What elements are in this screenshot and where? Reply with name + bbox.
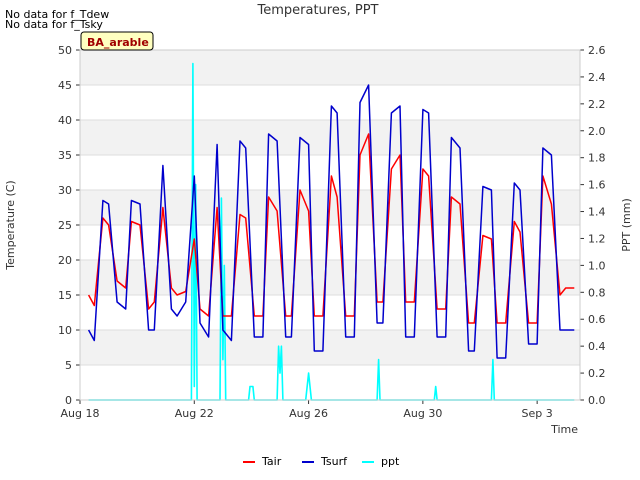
grid-band xyxy=(80,330,580,365)
legend-label-tair: Tair xyxy=(261,455,282,468)
y-tick-label: 5 xyxy=(65,359,72,372)
y-tick-label: 20 xyxy=(58,254,72,267)
grid-band xyxy=(80,50,580,85)
x-tick-label: Aug 26 xyxy=(289,407,328,420)
site-badge-box xyxy=(80,31,154,51)
y2-tick-label: 1.4 xyxy=(588,206,606,219)
no-data-note-tdew: No data for f_Tdew xyxy=(5,8,110,21)
y-tick-label: 40 xyxy=(58,114,72,127)
y-tick-label: 0 xyxy=(65,394,72,407)
y-tick-label: 45 xyxy=(58,79,72,92)
y2-tick-label: 0.0 xyxy=(588,394,606,407)
y2-tick-label: 0.6 xyxy=(588,313,606,326)
y2-tick-label: 1.2 xyxy=(588,232,606,245)
y2-tick-label: 1.6 xyxy=(588,179,606,192)
site-badge: BA_arable xyxy=(80,31,154,51)
y-tick-label: 15 xyxy=(58,289,72,302)
y2-tick-label: 2.4 xyxy=(588,71,606,84)
legend-label-tsurf: Tsurf xyxy=(320,455,348,468)
y2-tick-label: 2.0 xyxy=(588,125,606,138)
y2-axis-label: PPT (mm) xyxy=(620,198,633,252)
x-tick-label: Aug 22 xyxy=(175,407,214,420)
y2-tick-label: 1.8 xyxy=(588,152,606,165)
y2-tick-label: 0.4 xyxy=(588,340,606,353)
y-tick-label: 30 xyxy=(58,184,72,197)
legend: Tair Tsurf ppt xyxy=(243,455,400,468)
grid-band xyxy=(80,260,580,295)
y-tick-label: 10 xyxy=(58,324,72,337)
x-axis-label: Time xyxy=(550,423,578,436)
series-line-tsurf xyxy=(87,84,575,359)
y-tick-label: 25 xyxy=(58,219,72,232)
no-data-note-tsky: No data for f_Tsky xyxy=(5,18,103,31)
x-tick-label: Aug 18 xyxy=(61,407,100,420)
x-tick-label: Aug 30 xyxy=(403,407,442,420)
y2-tick-label: 0.8 xyxy=(588,286,606,299)
plot-frame xyxy=(79,49,581,401)
y2-tick-label: 2.2 xyxy=(588,98,606,111)
y2-tick-label: 2.6 xyxy=(588,44,606,57)
legend-label-ppt: ppt xyxy=(381,455,400,468)
x-tick-label: Sep 3 xyxy=(522,407,553,420)
y2-tick-label: 0.2 xyxy=(588,367,606,380)
y2-tick-label: 1.0 xyxy=(588,259,606,272)
y-tick-label: 50 xyxy=(58,44,72,57)
site-badge-label: BA_arable xyxy=(87,36,149,49)
y-axis-label: Temperature (C) xyxy=(4,180,17,270)
y-tick-label: 35 xyxy=(58,149,72,162)
chart-title: Temperatures, PPT xyxy=(256,3,378,18)
